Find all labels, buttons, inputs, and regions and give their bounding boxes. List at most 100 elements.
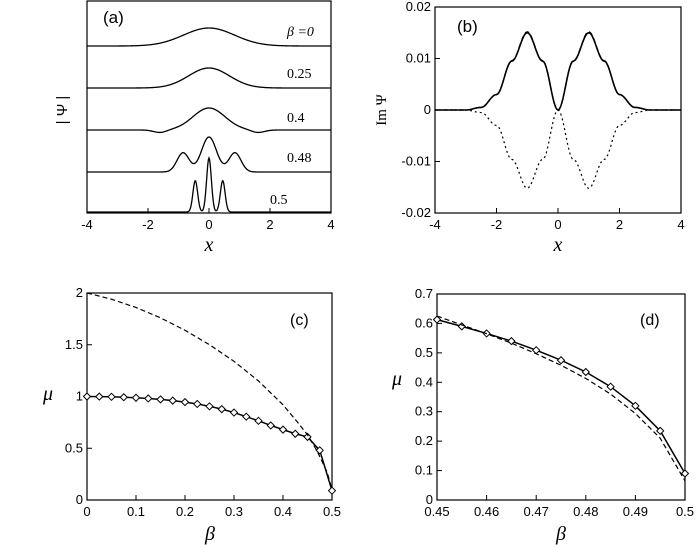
panel-d-y-tick-label: 0.7 <box>415 286 433 301</box>
panel-d: 0.45 0.46 0.47 0.48 0.49 0.5 0 0.1 0.2 0.3 0.4 0.5 0… <box>391 286 694 545</box>
panel-c-data-point <box>291 429 300 438</box>
panel-a-x-tick-label: 4 <box>327 217 334 232</box>
panel-c-y-axis-label: μ <box>42 383 53 405</box>
panel-c-y-tick-label: 0 <box>76 492 83 507</box>
panel-c-data-point <box>168 396 177 405</box>
panel-d-y-tick-label: 0.6 <box>415 315 433 330</box>
panel-d-x-tick-label: 0.45 <box>424 504 449 519</box>
panel-d-y-tick-label: 0.5 <box>415 345 433 360</box>
panel-d-series-solid-line <box>436 318 686 474</box>
panel-c-data-point <box>144 394 153 403</box>
panel-d-x-tick-label: 0.5 <box>676 504 694 519</box>
panel-b-y-tick-label: -0.01 <box>401 154 431 169</box>
panel-d-x-tick-label: 0.49 <box>623 504 648 519</box>
panel-c-data-point <box>193 399 202 409</box>
panel-b-series-solid-line <box>435 31 681 111</box>
panel-d-y-tick-label: 0.4 <box>415 374 433 389</box>
panel-d-panel-label: (d) <box>640 312 660 329</box>
panel-c-series-solid-line <box>86 395 333 491</box>
panel-a-series-label: β =0 <box>286 25 314 40</box>
panel-c-y-tick-label: 1 <box>76 389 83 404</box>
panel-b-x-tick-label: 2 <box>616 217 623 232</box>
panel-b-x-tick-label: 0 <box>554 217 561 232</box>
panel-c-y-tick-label: 2 <box>76 285 83 300</box>
panel-d-data-point <box>680 469 690 478</box>
panel-c-data-point <box>180 397 190 407</box>
panel-d-x-axis-label: β <box>555 523 566 545</box>
panel-b-y-tick-label: 0.01 <box>406 51 431 66</box>
panel-b: -4 -2 0 2 4 -0.02 -0.01 0 0.01 0.02 (b) Im Ψ x <box>374 0 685 256</box>
panel-c-y-tick-label: 0.5 <box>65 440 83 455</box>
panel-d-series-dashed-line <box>436 315 686 482</box>
panel-d-y-tick-label: 0.1 <box>415 463 433 478</box>
panel-c-data-point <box>107 392 116 402</box>
panel-c-x-tick-label: 0.3 <box>225 504 243 519</box>
panel-b-series-dotted-line <box>435 109 681 189</box>
panel-c-data-point <box>315 446 324 455</box>
panel-d-data-point <box>655 426 665 436</box>
panel-d-y-tick-label: 0.3 <box>415 404 433 419</box>
panel-b-panel-label: (b) <box>457 17 478 36</box>
panel-d-x-tick-label: 0.46 <box>474 504 499 519</box>
panel-c-y-tick-label: 1.5 <box>65 337 83 352</box>
panel-b-y-axis-label: Im Ψ <box>374 93 390 125</box>
panel-a-series-label: 0.48 <box>287 151 312 166</box>
panel-d-y-tick-label: 0 <box>426 492 433 507</box>
panel-c-data-point <box>205 402 214 411</box>
panel-d-data-point <box>581 367 591 377</box>
panel-a-series-label: 0.25 <box>287 67 312 82</box>
panel-c-series-dashed-line <box>86 292 333 490</box>
panel-d-data-point <box>606 382 615 391</box>
panel-a-x-tick-label: 2 <box>266 217 273 232</box>
panel-d-y-tick-label: 0.2 <box>415 433 433 448</box>
panel-b-y-tick-label: 0.02 <box>406 0 431 14</box>
panel-a-x-axis-label: x <box>204 234 214 256</box>
panel-d-data-point <box>631 401 640 411</box>
panel-c-data-point <box>266 421 275 430</box>
panel-b-x-tick-label: -2 <box>491 217 503 232</box>
panel-a-x-tick-label: -4 <box>81 217 93 232</box>
panel-a-x-tick-label: 0 <box>205 217 212 232</box>
panel-a-series-line <box>87 156 331 213</box>
panel-d-data-point <box>457 322 467 331</box>
panel-c-data-point <box>242 412 251 421</box>
panel-c-data-point <box>229 408 239 417</box>
panel-c-data-point <box>82 392 92 401</box>
panel-d-data-point <box>432 315 442 324</box>
panel-d-y-axis-label: μ <box>391 368 402 390</box>
panel-a-x-tick-label: -2 <box>142 217 154 232</box>
panel-c-x-tick-label: 0.1 <box>127 504 145 519</box>
panel-b-series-dashed-line <box>435 31 681 111</box>
panel-c-data-point <box>156 395 165 404</box>
panel-b-y-tick-label: 0 <box>424 102 431 117</box>
panel-b-x-tick-label: 4 <box>677 217 684 232</box>
panel-c-data-point <box>254 416 263 426</box>
panel-a-series-line <box>87 27 331 47</box>
panel-a-series-line <box>87 107 331 134</box>
panel-c-x-tick-label: 0.2 <box>176 504 194 519</box>
panel-d-data-point <box>556 356 566 365</box>
panel-c-data-point <box>131 393 141 402</box>
panel-d-data-point <box>507 336 516 346</box>
panel-a-panel-label: (a) <box>103 8 124 27</box>
panel-d-x-tick-label: 0.47 <box>524 504 549 519</box>
panel-d-plot-frame <box>436 293 686 501</box>
panel-a: -4 -2 0 2 4 β =0 0.25 0.4 0.48 0.5 (a) | Ψ | x <box>54 0 335 256</box>
panel-a-y-axis-label: | Ψ | <box>54 96 71 125</box>
panel-a-series-label: 0.4 <box>287 111 305 126</box>
panel-c-panel-label: (c) <box>290 312 309 329</box>
panel-c-data-point <box>303 432 312 442</box>
panel-c: 0 0.1 0.2 0.3 0.4 0.5 0 0.5 1 1.5 2 (c) μ β <box>42 285 341 545</box>
panel-d-data-point <box>531 346 541 355</box>
panel-a-series-line <box>87 136 331 173</box>
panel-c-x-tick-label: 0.4 <box>274 504 292 519</box>
panel-c-data-point <box>327 486 337 495</box>
panel-b-x-tick-label: -4 <box>429 217 441 232</box>
panel-c-data-point <box>278 425 288 434</box>
panel-b-y-tick-label: -0.02 <box>401 205 431 220</box>
panel-a-series-label: 0.5 <box>270 193 288 208</box>
panel-d-x-tick-label: 0.48 <box>573 504 598 519</box>
panel-a-series-line <box>87 67 331 89</box>
panel-c-x-tick-label: 0.5 <box>323 504 341 519</box>
